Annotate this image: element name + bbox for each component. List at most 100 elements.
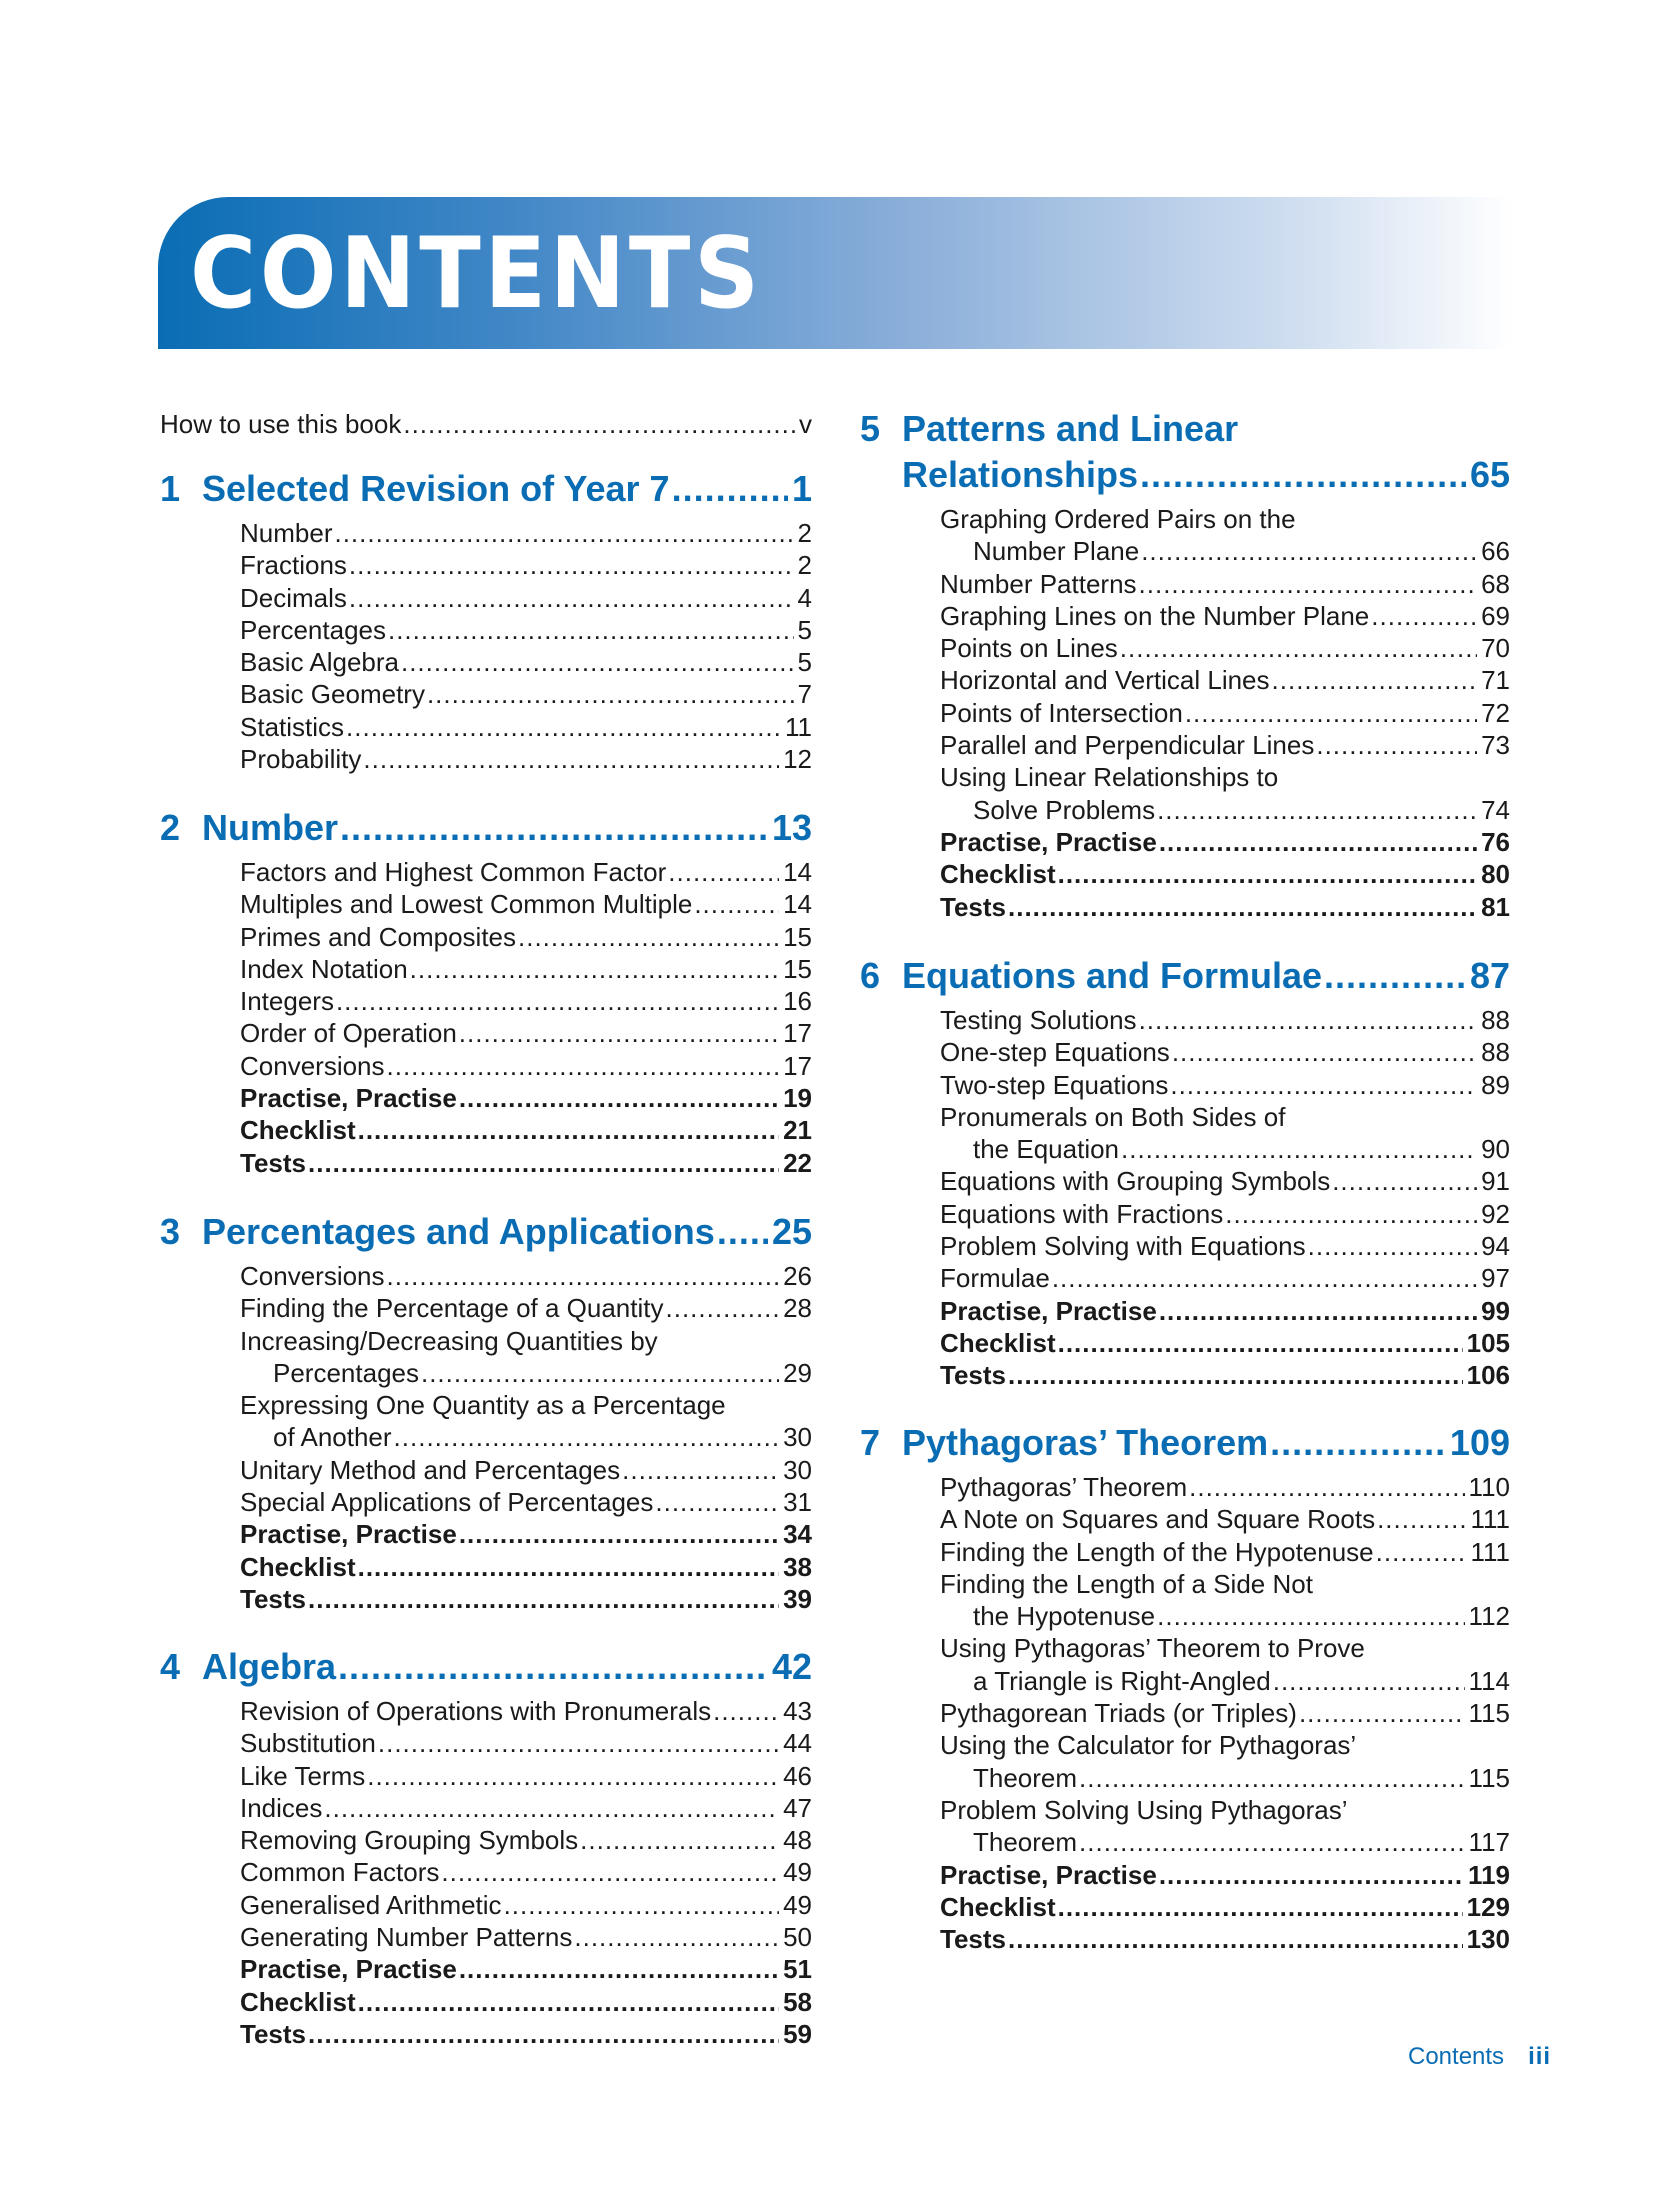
toc-entry[interactable]: Practise, Practise......................… bbox=[160, 1953, 812, 1985]
toc-entry[interactable]: Points on Lines.........................… bbox=[860, 632, 1510, 664]
toc-entry[interactable]: Tests...................................… bbox=[860, 1359, 1510, 1391]
toc-entry[interactable]: of Another..............................… bbox=[160, 1421, 812, 1453]
entry-title: Problem Solving with Equations bbox=[940, 1231, 1306, 1262]
toc-entry[interactable]: Practise, Practise......................… bbox=[860, 1859, 1510, 1891]
toc-entry[interactable]: Probability.............................… bbox=[160, 743, 812, 775]
toc-entry[interactable]: Special Applications of Percentages.....… bbox=[160, 1486, 812, 1518]
chapter-number: 7 bbox=[860, 1422, 881, 1463]
toc-entry[interactable]: Revision of Operations with Pronumerals.… bbox=[160, 1695, 812, 1727]
entry-title: Finding the Length of the Hypotenuse bbox=[940, 1536, 1374, 1567]
toc-entry[interactable]: Equations with Grouping Symbols.........… bbox=[860, 1165, 1510, 1197]
toc-entry[interactable]: Number..................................… bbox=[160, 517, 812, 549]
toc-entry[interactable]: Multiples and Lowest Common Multiple....… bbox=[160, 888, 812, 920]
toc-entry[interactable]: Practise, Practise......................… bbox=[860, 826, 1510, 858]
toc-entry[interactable]: A Note on Squares and Square Roots......… bbox=[860, 1503, 1510, 1535]
chapter-heading[interactable]: 3 Percentages and Applications...........… bbox=[160, 1209, 812, 1255]
toc-entry[interactable]: Percentages.............................… bbox=[160, 1357, 812, 1389]
toc-entry[interactable]: Problem Solving with Equations..........… bbox=[860, 1230, 1510, 1262]
toc-entry[interactable]: Percentages.............................… bbox=[160, 614, 812, 646]
page-number: 91 bbox=[1481, 1166, 1510, 1197]
page-number: 92 bbox=[1481, 1198, 1510, 1229]
toc-entry[interactable]: Primes and Composites...................… bbox=[160, 921, 812, 953]
entry-title: Generating Number Patterns bbox=[240, 1922, 573, 1953]
toc-entry[interactable]: Basic Algebra...........................… bbox=[160, 646, 812, 678]
toc-entry[interactable]: Parallel and Perpendicular Lines........… bbox=[860, 729, 1510, 761]
page-number: 71 bbox=[1481, 665, 1510, 696]
chapter-section: 6 Equations and Formulae.................… bbox=[860, 953, 1510, 1392]
toc-entry[interactable]: Equations with Fractions................… bbox=[860, 1198, 1510, 1230]
toc-entry[interactable]: Removing Grouping Symbols...............… bbox=[160, 1824, 812, 1856]
toc-entry[interactable]: Checklist...............................… bbox=[860, 1327, 1510, 1359]
page-number: 88 bbox=[1481, 1005, 1510, 1035]
toc-entry[interactable]: a Triangle is Right-Angled..............… bbox=[860, 1665, 1510, 1697]
toc-entry[interactable]: Tests...................................… bbox=[860, 1923, 1510, 1955]
page-number: 12 bbox=[783, 744, 812, 775]
toc-entry[interactable]: Practise, Practise......................… bbox=[160, 1082, 812, 1114]
toc-entry[interactable]: Decimals................................… bbox=[160, 582, 812, 614]
entry-title: Problem Solving Using Pythagoras’ bbox=[940, 1794, 1348, 1825]
page-number: 73 bbox=[1481, 730, 1510, 761]
toc-entry[interactable]: Formulae................................… bbox=[860, 1262, 1510, 1294]
page-number: 117 bbox=[1468, 1827, 1510, 1858]
page-number: 68 bbox=[1481, 568, 1510, 599]
dot-leader: ........................................… bbox=[622, 1454, 779, 1485]
chapter-heading[interactable]: 2 Number.................................… bbox=[160, 805, 812, 851]
toc-entry[interactable]: Integers................................… bbox=[160, 985, 812, 1017]
toc-entry[interactable]: One-step Equations......................… bbox=[860, 1036, 1510, 1068]
toc-entry[interactable]: Order of Operation......................… bbox=[160, 1017, 812, 1049]
toc-entry[interactable]: Pythagoras’ Theorem.....................… bbox=[860, 1471, 1510, 1503]
toc-entry[interactable]: Conversions.............................… bbox=[160, 1050, 812, 1082]
toc-entry[interactable]: Fractions...............................… bbox=[160, 549, 812, 581]
toc-entry[interactable]: Tests...................................… bbox=[160, 1147, 812, 1179]
dot-leader: ........................................… bbox=[324, 1792, 780, 1823]
toc-entry[interactable]: How to use this book....................… bbox=[160, 408, 812, 440]
dot-leader: ........................................… bbox=[1225, 1198, 1477, 1229]
toc-entry[interactable]: Solve Problems..........................… bbox=[860, 794, 1510, 826]
toc-entry[interactable]: Theorem.................................… bbox=[860, 1826, 1510, 1858]
toc-entry[interactable]: Horizontal and Vertical Lines...........… bbox=[860, 664, 1510, 696]
chapter-heading[interactable]: 1 Selected Revision of Year 7............… bbox=[160, 466, 812, 512]
toc-entry[interactable]: Points of Intersection..................… bbox=[860, 697, 1510, 729]
toc-entry[interactable]: Finding the Length of the Hypotenuse....… bbox=[860, 1536, 1510, 1568]
toc-entry[interactable]: the Equation............................… bbox=[860, 1133, 1510, 1165]
toc-entry[interactable]: Factors and Highest Common Factor.......… bbox=[160, 856, 812, 888]
toc-entry[interactable]: Unitary Method and Percentages..........… bbox=[160, 1454, 812, 1486]
chapter-heading[interactable]: 4 Algebra................................… bbox=[160, 1644, 812, 1690]
toc-entry[interactable]: Checklist...............................… bbox=[160, 1986, 812, 2018]
toc-entry[interactable]: Tests...................................… bbox=[160, 1583, 812, 1615]
toc-entry[interactable]: Substitution............................… bbox=[160, 1727, 812, 1759]
entry-title: Tests bbox=[940, 1360, 1006, 1391]
toc-entry[interactable]: Tests...................................… bbox=[860, 891, 1510, 923]
toc-entry[interactable]: Checklist...............................… bbox=[860, 1891, 1510, 1923]
toc-entry[interactable]: Number Patterns.........................… bbox=[860, 568, 1510, 600]
chapter-heading[interactable]: 6 Equations and Formulae.................… bbox=[860, 953, 1510, 999]
toc-entry[interactable]: Pythagorean Triads (or Triples).........… bbox=[860, 1697, 1510, 1729]
dot-leader: ........................................… bbox=[458, 1018, 780, 1049]
toc-entry[interactable]: Tests...................................… bbox=[160, 2018, 812, 2050]
toc-entry[interactable]: Statistics..............................… bbox=[160, 711, 812, 743]
toc-entry[interactable]: Checklist...............................… bbox=[860, 858, 1510, 890]
chapter-heading[interactable]: 7 Pythagoras’ Theorem....................… bbox=[860, 1420, 1510, 1466]
toc-entry[interactable]: Index Notation..........................… bbox=[160, 953, 812, 985]
toc-entry[interactable]: Indices.................................… bbox=[160, 1792, 812, 1824]
toc-entry[interactable]: Like Terms..............................… bbox=[160, 1760, 812, 1792]
chapter-heading[interactable]: Relationships...........................… bbox=[860, 452, 1510, 498]
toc-entry[interactable]: Finding the Percentage of a Quantity....… bbox=[160, 1292, 812, 1324]
toc-entry[interactable]: Number Plane............................… bbox=[860, 535, 1510, 567]
toc-entry[interactable]: Testing Solutions.......................… bbox=[860, 1004, 1510, 1036]
toc-entry[interactable]: Checklist...............................… bbox=[160, 1114, 812, 1146]
toc-entry[interactable]: Generalised Arithmetic..................… bbox=[160, 1889, 812, 1921]
toc-entry[interactable]: Conversions.............................… bbox=[160, 1260, 812, 1292]
toc-entry[interactable]: Practise, Practise......................… bbox=[160, 1518, 812, 1550]
entry-title: Multiples and Lowest Common Multiple bbox=[240, 889, 693, 920]
toc-entry[interactable]: Common Factors..........................… bbox=[160, 1856, 812, 1888]
toc-entry[interactable]: Generating Number Patterns..............… bbox=[160, 1921, 812, 1953]
toc-entry[interactable]: the Hypotenuse..........................… bbox=[860, 1600, 1510, 1632]
toc-entry[interactable]: Checklist...............................… bbox=[160, 1551, 812, 1583]
toc-entry[interactable]: Theorem.................................… bbox=[860, 1762, 1510, 1794]
toc-entry[interactable]: Two-step Equations......................… bbox=[860, 1069, 1510, 1101]
toc-entry[interactable]: Basic Geometry..........................… bbox=[160, 678, 812, 710]
entry-title: Decimals bbox=[240, 582, 347, 613]
toc-entry[interactable]: Practise, Practise......................… bbox=[860, 1295, 1510, 1327]
toc-entry[interactable]: Graphing Lines on the Number Plane......… bbox=[860, 600, 1510, 632]
